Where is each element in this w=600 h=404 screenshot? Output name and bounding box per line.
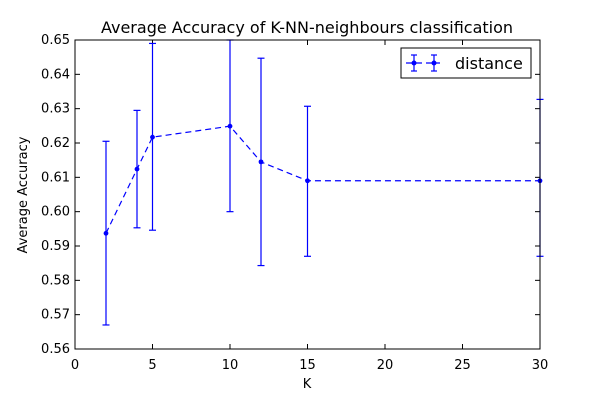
data-point [258,159,264,165]
y-tick-label: 0.56 [41,342,70,357]
y-tick-label: 0.62 [41,136,70,151]
series-distance [102,39,544,326]
legend: distance [400,47,532,79]
y-tick-label: 0.64 [41,67,70,82]
y-tick-label: 0.60 [41,205,70,220]
data-point [103,230,109,236]
legend-box [400,47,532,79]
data-point [305,178,310,184]
x-tick-label: 10 [222,358,239,373]
legend-label-distance: distance [455,54,523,73]
x-axis-label: K [303,377,312,392]
y-axis-ticks: 0.56 0.57 0.58 0.59 0.60 0.61 0.62 0.63 0.64 0.65 [41,33,540,357]
x-tick-label: 20 [377,358,394,373]
y-tick-label: 0.58 [41,273,70,288]
y-axis-label: Average Accuracy [16,136,31,253]
x-tick-label: 5 [148,358,156,373]
x-tick-label: 0 [71,358,79,373]
x-tick-label: 25 [454,358,471,373]
x-tick-label: 30 [532,358,549,373]
plot-frame [74,39,541,350]
data-point [227,123,233,129]
x-tick-label: 15 [299,358,316,373]
series-line [105,125,540,234]
series-layer [102,39,544,326]
data-point [150,134,155,140]
y-tick-label: 0.57 [41,308,70,323]
x-axis-ticks: 0 5 10 15 20 25 30 [71,40,548,373]
y-tick-label: 0.61 [41,170,70,185]
y-tick-label: 0.59 [41,239,70,254]
y-tick-label: 0.63 [41,102,70,117]
y-tick-label: 0.65 [41,33,70,48]
data-point [134,166,140,172]
legend-marker-right [431,60,437,66]
chart-title: Average Accuracy of K-NN-neighbours clas… [101,18,513,37]
legend-marker-left [411,60,417,66]
